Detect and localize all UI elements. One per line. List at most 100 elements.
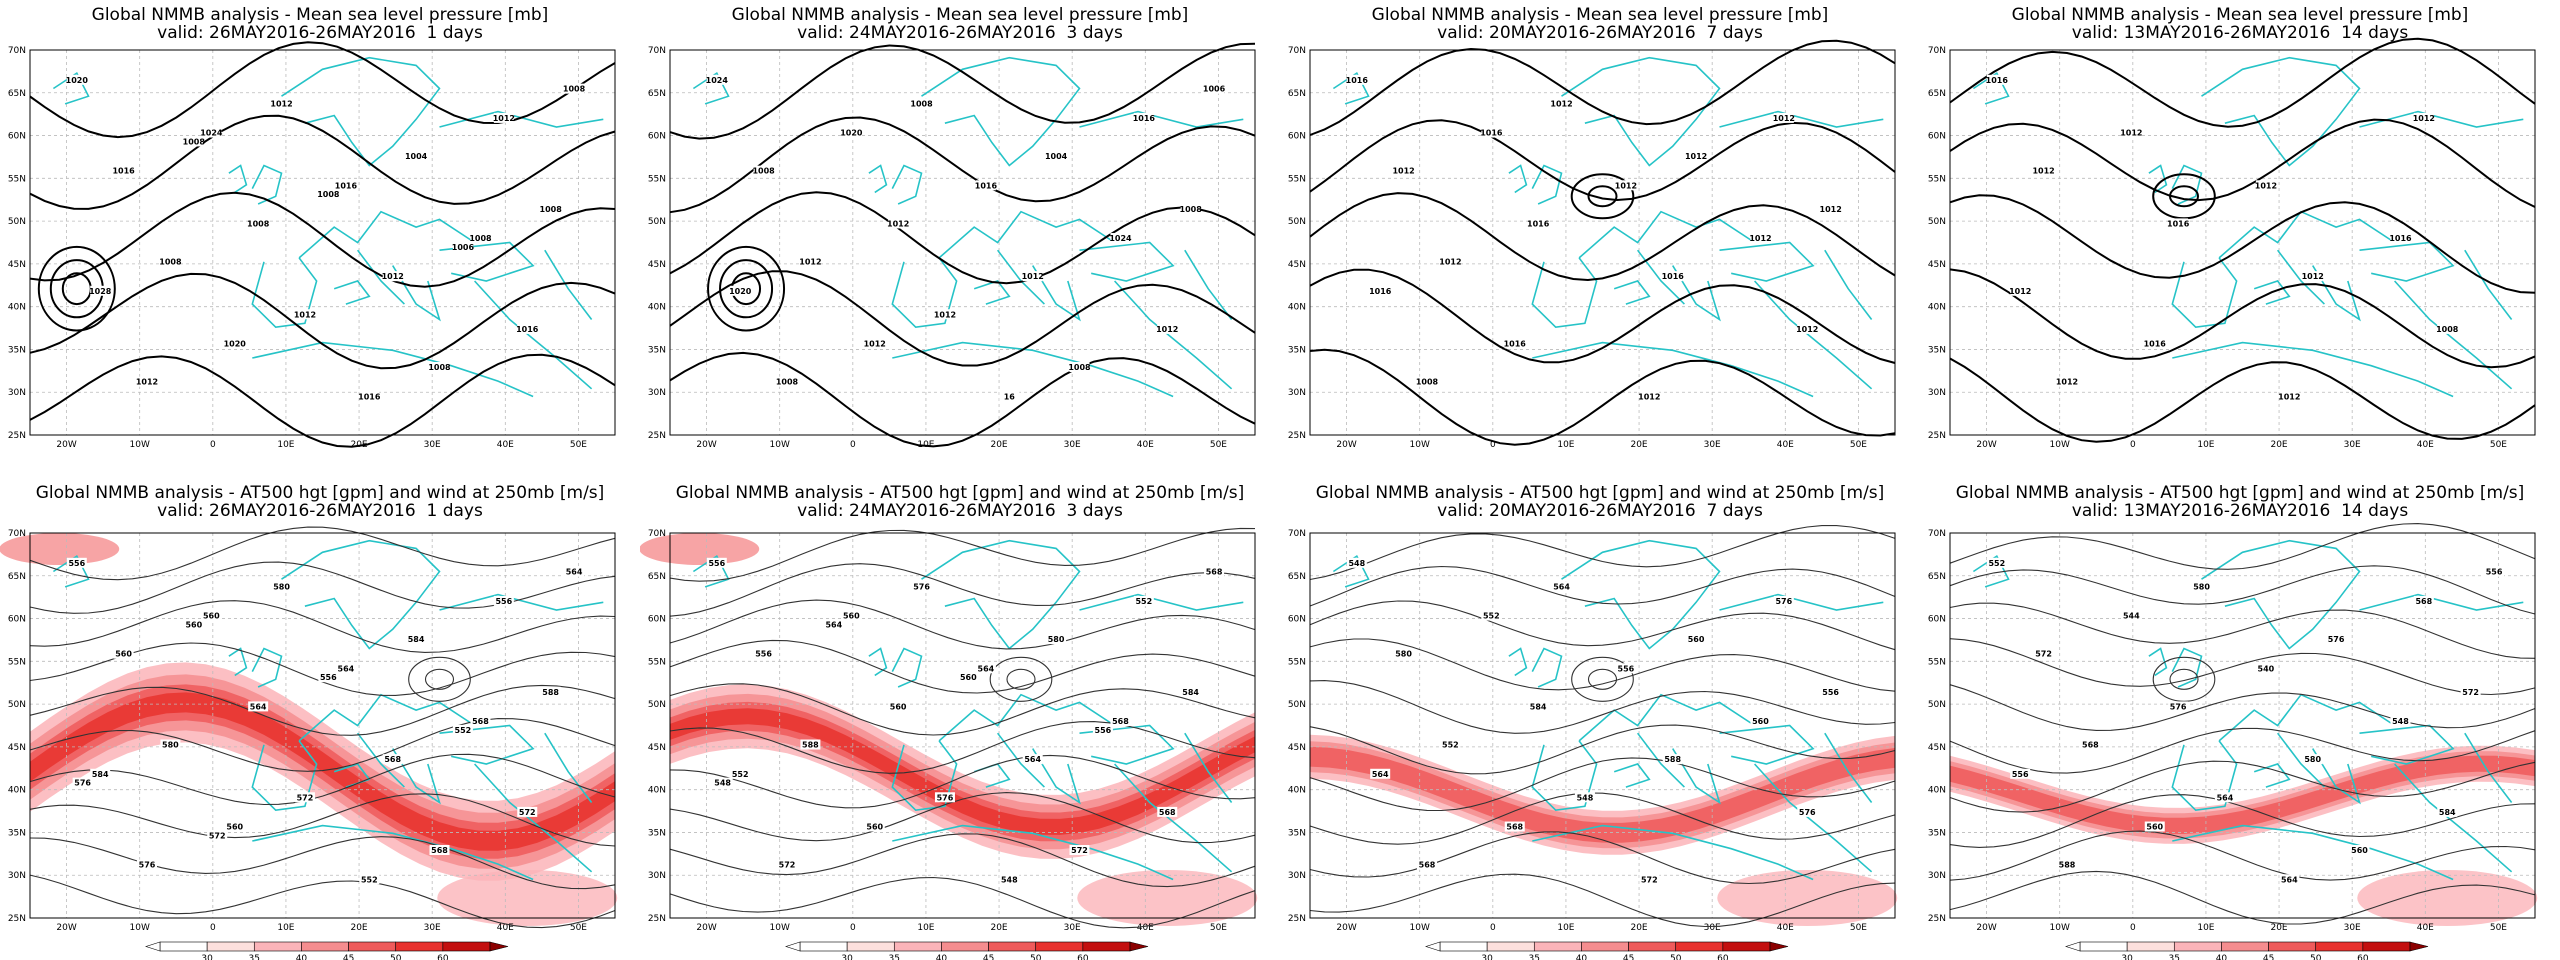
- lat-tick-label: 25N: [1928, 914, 1946, 924]
- lon-tick-label: 50E: [570, 440, 587, 450]
- lat-tick-label: 70N: [648, 46, 666, 56]
- contour-label: 1028: [89, 287, 112, 296]
- lon-tick-label: 10W: [130, 923, 150, 933]
- contour-label: 1012: [136, 378, 158, 387]
- contour-label: 1004: [1045, 152, 1068, 161]
- map-canvas: 20W 10W 0 10E 20E 30E 40E 50E25N30N35N40N45N50N…: [648, 42, 1256, 450]
- lat-tick-label: 55N: [648, 174, 666, 184]
- panel-valid-range: valid: 20MAY2016-26MAY2016 7 days: [1437, 23, 1763, 43]
- lat-tick-label: 50N: [648, 217, 666, 227]
- contour-label: 580: [1048, 635, 1065, 644]
- lat-tick-label: 40N: [648, 303, 666, 313]
- contour-label: 1012: [2413, 114, 2435, 123]
- contour-label: 1024: [200, 129, 223, 138]
- contour-label: 1016: [1986, 76, 2009, 85]
- map-canvas: 20W 10W 0 10E 20E 30E 40E 50E25N30N35N40N45N50N…: [0, 526, 618, 933]
- lat-tick-label: 55N: [8, 657, 26, 667]
- contour-label: 1008: [183, 137, 206, 146]
- lat-tick-label: 55N: [1288, 657, 1306, 667]
- lon-tick-label: 40E: [2417, 923, 2434, 933]
- contour-label: 568: [1419, 861, 1436, 870]
- lat-tick-label: 30N: [8, 388, 26, 398]
- lon-tick-label: 10W: [1410, 923, 1430, 933]
- lon-tick-label: 20E: [2270, 440, 2287, 450]
- contour-label: 576: [1799, 808, 1816, 817]
- contour-label: 1008: [317, 190, 340, 199]
- contour-label: 556: [2486, 568, 2503, 577]
- lon-tick-label: 30E: [424, 440, 441, 450]
- lat-tick-label: 55N: [1928, 174, 1946, 184]
- contour-label: 560: [843, 612, 860, 621]
- lat-tick-label: 70N: [1288, 46, 1306, 56]
- contour-label: 1016: [2167, 219, 2190, 228]
- contour-label: 1012: [1156, 325, 1178, 334]
- panel-valid-range: valid: 13MAY2016-26MAY2016 14 days: [2071, 23, 2409, 43]
- lat-tick-label: 50N: [8, 700, 26, 710]
- contour-label: 572: [297, 793, 314, 802]
- lon-tick-label: 0: [2130, 923, 2136, 933]
- lat-tick-label: 70N: [1928, 529, 1946, 539]
- lat-tick-label: 50N: [1928, 217, 1946, 227]
- contour-label: 568: [2415, 597, 2432, 606]
- contour-label: 588: [802, 741, 819, 750]
- contour-label: 1016: [358, 392, 381, 401]
- lat-tick-label: 45N: [648, 743, 666, 753]
- contour-label: 1012: [2255, 181, 2277, 190]
- contour-label: 584: [408, 635, 425, 644]
- contour-label: 560: [226, 823, 243, 832]
- lon-tick-label: 20W: [1976, 923, 1996, 933]
- contour-label: 1020: [224, 340, 247, 349]
- contour-label: 568: [472, 717, 489, 726]
- lon-tick-label: 20E: [990, 440, 1007, 450]
- contour-label: 584: [2439, 808, 2456, 817]
- lon-tick-label: 10W: [770, 923, 790, 933]
- contour-label: 576: [2170, 702, 2187, 711]
- lat-tick-label: 65N: [8, 572, 26, 582]
- lat-tick-label: 55N: [1288, 174, 1306, 184]
- lat-tick-label: 25N: [648, 914, 666, 924]
- contour-label: 1016: [516, 325, 539, 334]
- contour-label: 1016: [2389, 234, 2412, 243]
- map-canvas: 20W 10W 0 10E 20E 30E 40E 50E25N30N35N40N45N50N…: [1288, 525, 1898, 933]
- panel-valid-range: valid: 24MAY2016-26MAY2016 3 days: [797, 501, 1123, 521]
- map-panel-top-3: 20W 10W 0 10E 20E 30E 40E 50E 25N 30N 35N 40N 45N 50N…: [1920, 0, 2560, 480]
- wind-jet-shading: [30, 692, 615, 851]
- map-panel-bottom-0: 20W 10W 0 10E 20E 30E 40E 50E 25N 30N 35N 40N 45N 50N…: [0, 480, 640, 960]
- lon-tick-label: 50E: [1850, 440, 1867, 450]
- lon-tick-label: 20W: [696, 923, 716, 933]
- lon-tick-label: 40E: [497, 440, 514, 450]
- lon-tick-label: 0: [210, 923, 216, 933]
- contour-label: 560: [185, 620, 202, 629]
- lat-tick-label: 40N: [1288, 786, 1306, 796]
- lat-tick-label: 40N: [1288, 303, 1306, 313]
- contour-label: 1012: [2056, 378, 2078, 387]
- lat-tick-label: 40N: [8, 786, 26, 796]
- lon-tick-label: 10E: [1557, 923, 1574, 933]
- contour-label: 564: [566, 568, 583, 577]
- contour-label: 1024: [706, 76, 729, 85]
- wind-jet-shading: [1310, 746, 1895, 843]
- lat-tick-label: 55N: [648, 657, 666, 667]
- lon-tick-label: 10W: [2050, 923, 2070, 933]
- lat-tick-label: 45N: [648, 260, 666, 270]
- contour-label: 556: [1618, 664, 1635, 673]
- contour-label: 556: [1822, 688, 1839, 697]
- contour-label: 1020: [840, 129, 863, 138]
- lat-tick-label: 25N: [1288, 914, 1306, 924]
- contour-label: 556: [755, 650, 772, 659]
- contour-label: 556: [320, 673, 337, 682]
- contour-label: 552: [361, 875, 378, 884]
- contour-label: 560: [866, 823, 883, 832]
- contour-label: 572: [1071, 846, 1088, 855]
- panel-title: Global NMMB analysis - Mean sea level pr…: [731, 5, 1189, 25]
- contour-label: 572: [2035, 650, 2052, 659]
- lon-tick-label: 10E: [2197, 440, 2214, 450]
- contour-label: 572: [519, 808, 536, 817]
- contour-label: 560: [960, 673, 977, 682]
- contour-label: 1012: [382, 272, 404, 281]
- contour-label: 1012: [2302, 272, 2324, 281]
- contour-label: 588: [2059, 861, 2076, 870]
- panel-title: Global NMMB analysis - AT500 hgt [gpm] a…: [35, 483, 605, 503]
- contour-label: 552: [1988, 559, 2005, 568]
- lon-tick-label: 20W: [56, 440, 76, 450]
